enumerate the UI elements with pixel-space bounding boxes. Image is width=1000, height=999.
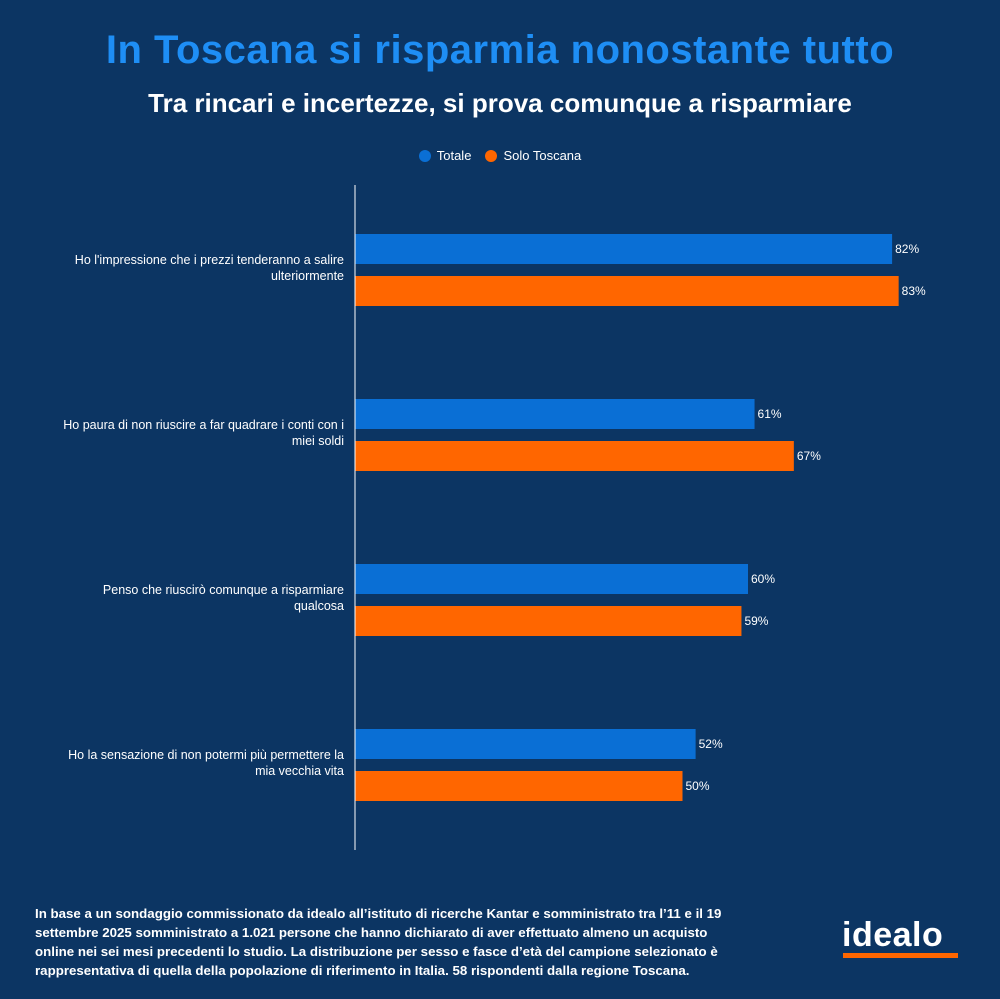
category-label-line: qualcosa (294, 599, 344, 613)
data-label: 60% (751, 572, 775, 586)
legend-swatch-solo-toscana (485, 149, 498, 162)
data-label: 61% (758, 407, 782, 421)
category-label-line: Penso che riuscirò comunque a risparmiar… (103, 583, 344, 597)
category-label: Ho la sensazione di non potermi più perm… (68, 748, 344, 778)
chart-subtitle: Tra rincari e incertezze, si prova comun… (148, 88, 852, 118)
bar-totale (355, 729, 696, 759)
chart-legend: Totale Solo Toscana (0, 148, 1000, 163)
legend-swatch-totale (418, 149, 431, 162)
category-label-line: Ho la sensazione di non potermi più perm… (68, 748, 344, 762)
data-label: 67% (797, 449, 821, 463)
data-label: 59% (744, 614, 768, 628)
bar-solo-toscana (355, 441, 794, 471)
bar-chart: Ho l'impressione che i prezzi tenderanno… (63, 185, 926, 850)
idealo-logo: idealo (842, 916, 944, 954)
bar-totale (355, 234, 893, 264)
category-label-line: miei soldi (292, 434, 344, 448)
bar-solo-toscana (355, 606, 742, 636)
category-label: Ho paura di non riuscire a far quadrare … (63, 418, 344, 448)
chart-title: In Toscana si risparmia nonostante tutto (105, 28, 895, 72)
bar-totale (355, 399, 755, 429)
category-label-line: Ho paura di non riuscire a far quadrare … (63, 418, 344, 432)
data-label: 82% (895, 242, 919, 256)
data-label: 83% (902, 284, 926, 298)
legend-label-totale: Totale (436, 148, 472, 163)
bar-solo-toscana (355, 276, 899, 306)
data-label: 50% (686, 779, 710, 793)
legend-label-solo-toscana: Solo Toscana (503, 148, 582, 163)
category-label-line: Ho l'impressione che i prezzi tenderanno… (75, 253, 344, 267)
logo-underline (843, 953, 958, 958)
category-label-line: mia vecchia vita (255, 764, 344, 778)
data-label: 52% (699, 737, 723, 751)
bar-totale (355, 564, 748, 594)
category-label: Penso che riuscirò comunque a risparmiar… (103, 583, 344, 613)
category-label: Ho l'impressione che i prezzi tenderanno… (75, 253, 344, 283)
footnote: In base a un sondaggio commissionato da … (35, 906, 722, 978)
legend-item-solo-toscana: Solo Toscana (485, 148, 581, 163)
category-label-line: ulteriormente (271, 269, 344, 283)
legend-item-totale: Totale (418, 148, 472, 163)
bar-solo-toscana (355, 771, 683, 801)
